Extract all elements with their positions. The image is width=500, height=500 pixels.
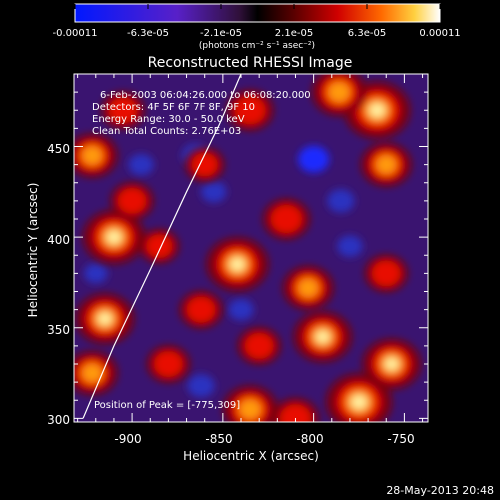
heatmap-blob-peak [106,230,122,244]
heatmap-dip [298,145,330,173]
x-tick-label: -900 [114,432,141,446]
solar-limb-line [82,74,242,419]
colorbar-frame [74,3,441,23]
colorbar-tick-label: 2.1e-05 [275,28,313,39]
heatmap-blob [191,152,218,177]
heatmap-blob-core [298,278,319,298]
heatmap-dip [187,374,215,398]
heatmap-blob [108,97,138,124]
y-tick-label: 350 [47,323,70,337]
heatmap-dip [327,189,355,213]
axis-ticks [74,73,428,422]
colorbar-ticks [74,4,441,9]
colorbar-unit-label: (photons cm⁻² s⁻¹ asec⁻²) [199,41,315,51]
heatmap-blobs [74,74,421,422]
heatmap-blob [270,204,303,234]
x-tick-label: -750 [387,432,414,446]
annotation-detectors: Detectors: 4F 5F 6F 7F 8F, 9F 10 [92,102,255,113]
heatmap-blob-core [239,399,262,420]
heatmap-blob-core [328,82,350,103]
colorbar-tick-label: 6.3e-05 [348,28,386,39]
heatmap-dip [201,181,227,203]
plot-area [74,74,428,422]
y-tick-label: 400 [47,233,70,247]
heatmap-blob [154,351,183,377]
heatmap-dip [128,153,154,176]
heatmap-blob-core [82,146,103,165]
annotation-energy: Energy Range: 30.0 - 50.0 keV [92,114,245,125]
annotation-clean: Clean Total Counts: 2.76E+03 [92,126,241,137]
colorbar-tick-label: -2.1e-05 [200,28,242,39]
colorbar-tick-label: -6.3e-05 [127,28,169,39]
heatmap-blob-core [376,155,397,174]
y-axis-tick-labels: 300 350 400 450 [47,142,70,427]
heatmap-blob-peak [230,257,245,271]
annotation-time-range: 6-Feb-2003 06:04:26.000 to 06:08:20.000 [100,90,311,101]
heatmap-blob-peak [369,103,385,118]
heatmap-dip [337,235,363,257]
annotation-peak: Position of Peak = [-775,309] [94,400,240,411]
plot-frame [73,73,429,423]
x-tick-label: -850 [205,432,232,446]
heatmap-dip [83,263,108,284]
heatmap-blob [117,187,147,214]
colorbar-tick-label: 0.00011 [419,28,460,39]
heatmap-blob-peak [315,330,330,344]
heatmap-blob [244,332,274,359]
y-tick-label: 450 [47,142,70,156]
heatmap-blob-peak [384,357,399,371]
colorbar-tick-label: -0.00011 [53,28,98,39]
y-axis-label: Heliocentric Y (arcsec) [26,183,40,318]
annotations: 6-Feb-2003 06:04:26.000 to 06:08:20.000 … [92,90,311,411]
y-tick-label: 300 [47,413,70,427]
heatmap-blob-peak [98,312,112,325]
heatmap-blob [234,96,266,125]
heatmap-blob [371,260,401,287]
colorbar-gradient [75,4,440,22]
x-axis-tick-labels: -900 -850 -800 -750 [114,432,414,446]
heatmap-blob [186,296,216,323]
colorbar: -0.00011 -6.3e-05 -2.1e-05 2.1e-05 6.3e-… [53,3,461,51]
heatmap-blob [279,404,312,422]
x-axis-label: Heliocentric X (arcsec) [183,449,319,463]
heatmap-dip [228,298,254,321]
chart-title: Reconstructed RHESSI Image [148,55,353,71]
heatmap-blob-core [82,363,103,383]
heatmap-blob [146,234,173,258]
x-tick-label: -800 [296,432,323,446]
footer-timestamp: 28-May-2013 20:48 [386,484,494,497]
heatmap-blob-peak [351,395,367,410]
